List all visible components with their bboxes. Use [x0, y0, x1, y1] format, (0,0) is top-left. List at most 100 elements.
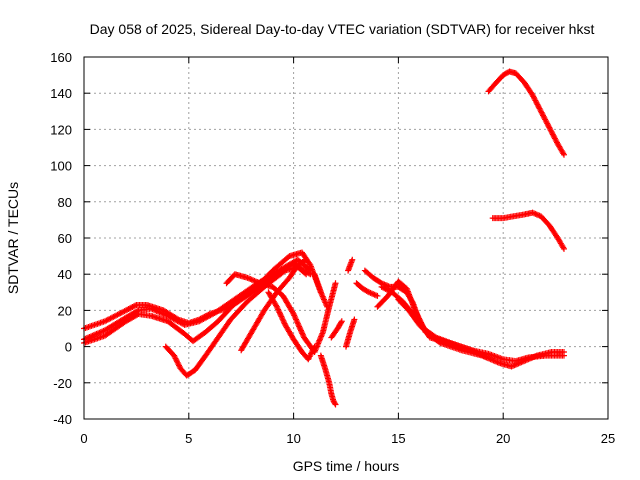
data-point [523, 356, 530, 363]
data-point [442, 338, 449, 345]
data-point [381, 285, 388, 292]
data-point [541, 115, 548, 122]
y-tick-label: 120 [50, 122, 72, 137]
data-point [538, 109, 545, 116]
data-point [475, 350, 482, 357]
data-point [155, 308, 162, 315]
grid-lines [84, 57, 608, 419]
data-point [149, 306, 156, 313]
data-point [449, 341, 456, 348]
data-point [90, 332, 97, 339]
data-point [122, 307, 129, 314]
data-point [547, 127, 554, 134]
data-point [371, 291, 378, 298]
data-point [451, 342, 458, 349]
data-point [367, 289, 374, 296]
data-point [279, 316, 286, 323]
data-point [476, 351, 483, 358]
x-tick-label: 5 [185, 431, 192, 446]
data-point [292, 315, 299, 322]
data-point [338, 318, 345, 325]
data-point [536, 105, 543, 112]
data-point [544, 121, 551, 128]
data-point [484, 355, 491, 362]
data-point [294, 319, 301, 326]
data-point [298, 329, 305, 336]
series-track-m [353, 280, 381, 299]
y-tick-labels: -40 -20 0 20 40 60 80 100 120 140 160 [50, 50, 72, 427]
data-point [125, 306, 132, 313]
data-point [299, 331, 306, 338]
data-point [368, 290, 375, 297]
data-point [551, 135, 558, 142]
data-point [445, 339, 452, 346]
data-point [290, 311, 297, 318]
data-point [532, 97, 539, 104]
data-point [156, 309, 163, 316]
data-point [364, 288, 371, 295]
data-point [83, 335, 90, 342]
y-tick-label: 40 [58, 267, 72, 282]
data-point [512, 361, 519, 368]
data-point [299, 330, 306, 337]
data-point [94, 330, 101, 337]
x-tick-label: 20 [496, 431, 510, 446]
chart-title: Day 058 of 2025, Sidereal Day-to-day VTE… [90, 21, 595, 37]
data-point [293, 316, 300, 323]
data-point [518, 359, 525, 366]
data-point [291, 313, 298, 320]
data-point [560, 151, 567, 158]
data-point [528, 355, 535, 362]
data-point [331, 400, 338, 407]
data-point [275, 306, 282, 313]
data-point [535, 104, 542, 111]
x-tick-label: 10 [286, 431, 300, 446]
data-point [274, 305, 281, 312]
data-point [247, 276, 254, 283]
data-point [508, 363, 515, 370]
data-point [252, 278, 259, 285]
data-point [514, 361, 521, 368]
series-track-j [328, 318, 345, 341]
y-tick-label: -40 [53, 412, 72, 427]
data-point [297, 327, 304, 334]
y-tick-label: 100 [50, 159, 72, 174]
data-point [276, 309, 283, 316]
data-point [537, 108, 544, 115]
data-point [382, 285, 389, 292]
x-axis-label: GPS time / hours [293, 458, 400, 474]
data-point [533, 100, 540, 107]
data-point [132, 302, 139, 309]
data-point [547, 125, 554, 132]
data-point [535, 212, 542, 219]
data-point [550, 132, 557, 139]
data-point [93, 330, 100, 337]
data-point [280, 317, 287, 324]
data-point [480, 353, 487, 360]
data-point [534, 101, 541, 108]
data-point [483, 354, 490, 361]
y-tick-label: 80 [58, 195, 72, 210]
data-point [159, 310, 166, 317]
data-point [278, 313, 285, 320]
data-point [471, 348, 478, 355]
y-tick-label: 0 [65, 340, 72, 355]
data-point [549, 130, 556, 137]
data-point [542, 116, 549, 123]
data-point [245, 275, 252, 282]
data-point [560, 349, 567, 356]
data-point [303, 256, 310, 263]
data-point [532, 210, 539, 217]
data-point [289, 309, 296, 316]
data-point [378, 283, 385, 290]
y-tick-label: 160 [50, 50, 72, 65]
data-point [280, 319, 287, 326]
data-point [89, 332, 96, 339]
data-point [92, 331, 99, 338]
data-point [545, 123, 552, 130]
data-point [455, 344, 462, 351]
data-point [85, 334, 92, 341]
data-point [296, 323, 303, 330]
data-point [560, 244, 567, 251]
data-point [280, 268, 287, 275]
